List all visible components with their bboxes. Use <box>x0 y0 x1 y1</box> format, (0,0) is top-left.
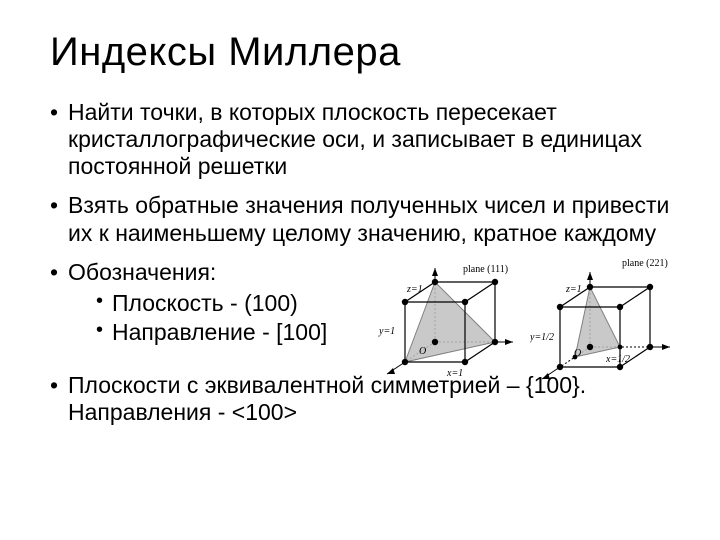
bullet-2: Взять обратные значения полученных чисел… <box>50 192 670 246</box>
sub-bullet-2: Направление - [100] <box>96 319 670 346</box>
bullet-4: Плоскости с эквивалентной симметрией – {… <box>50 372 670 426</box>
slide: Индексы Миллера Найти точки, в которых п… <box>0 0 720 540</box>
bullet-1: Найти точки, в которых плоскость пересек… <box>50 99 670 180</box>
slide-title: Индексы Миллера <box>50 30 670 75</box>
origin-label: O <box>419 346 426 357</box>
bullet-3: Обозначения: Плоскость - (100) Направлен… <box>50 259 670 346</box>
sub-bullet-1: Плоскость - (100) <box>96 290 670 317</box>
bullet-3-text: Обозначения: <box>68 259 216 285</box>
bullet-list: Найти точки, в которых плоскость пересек… <box>50 99 670 346</box>
sub-bullet-list: Плоскость - (100) Направление - [100] <box>96 290 670 346</box>
spacer <box>50 358 670 372</box>
bullet-list-2: Плоскости с эквивалентной симметрией – {… <box>50 372 670 426</box>
